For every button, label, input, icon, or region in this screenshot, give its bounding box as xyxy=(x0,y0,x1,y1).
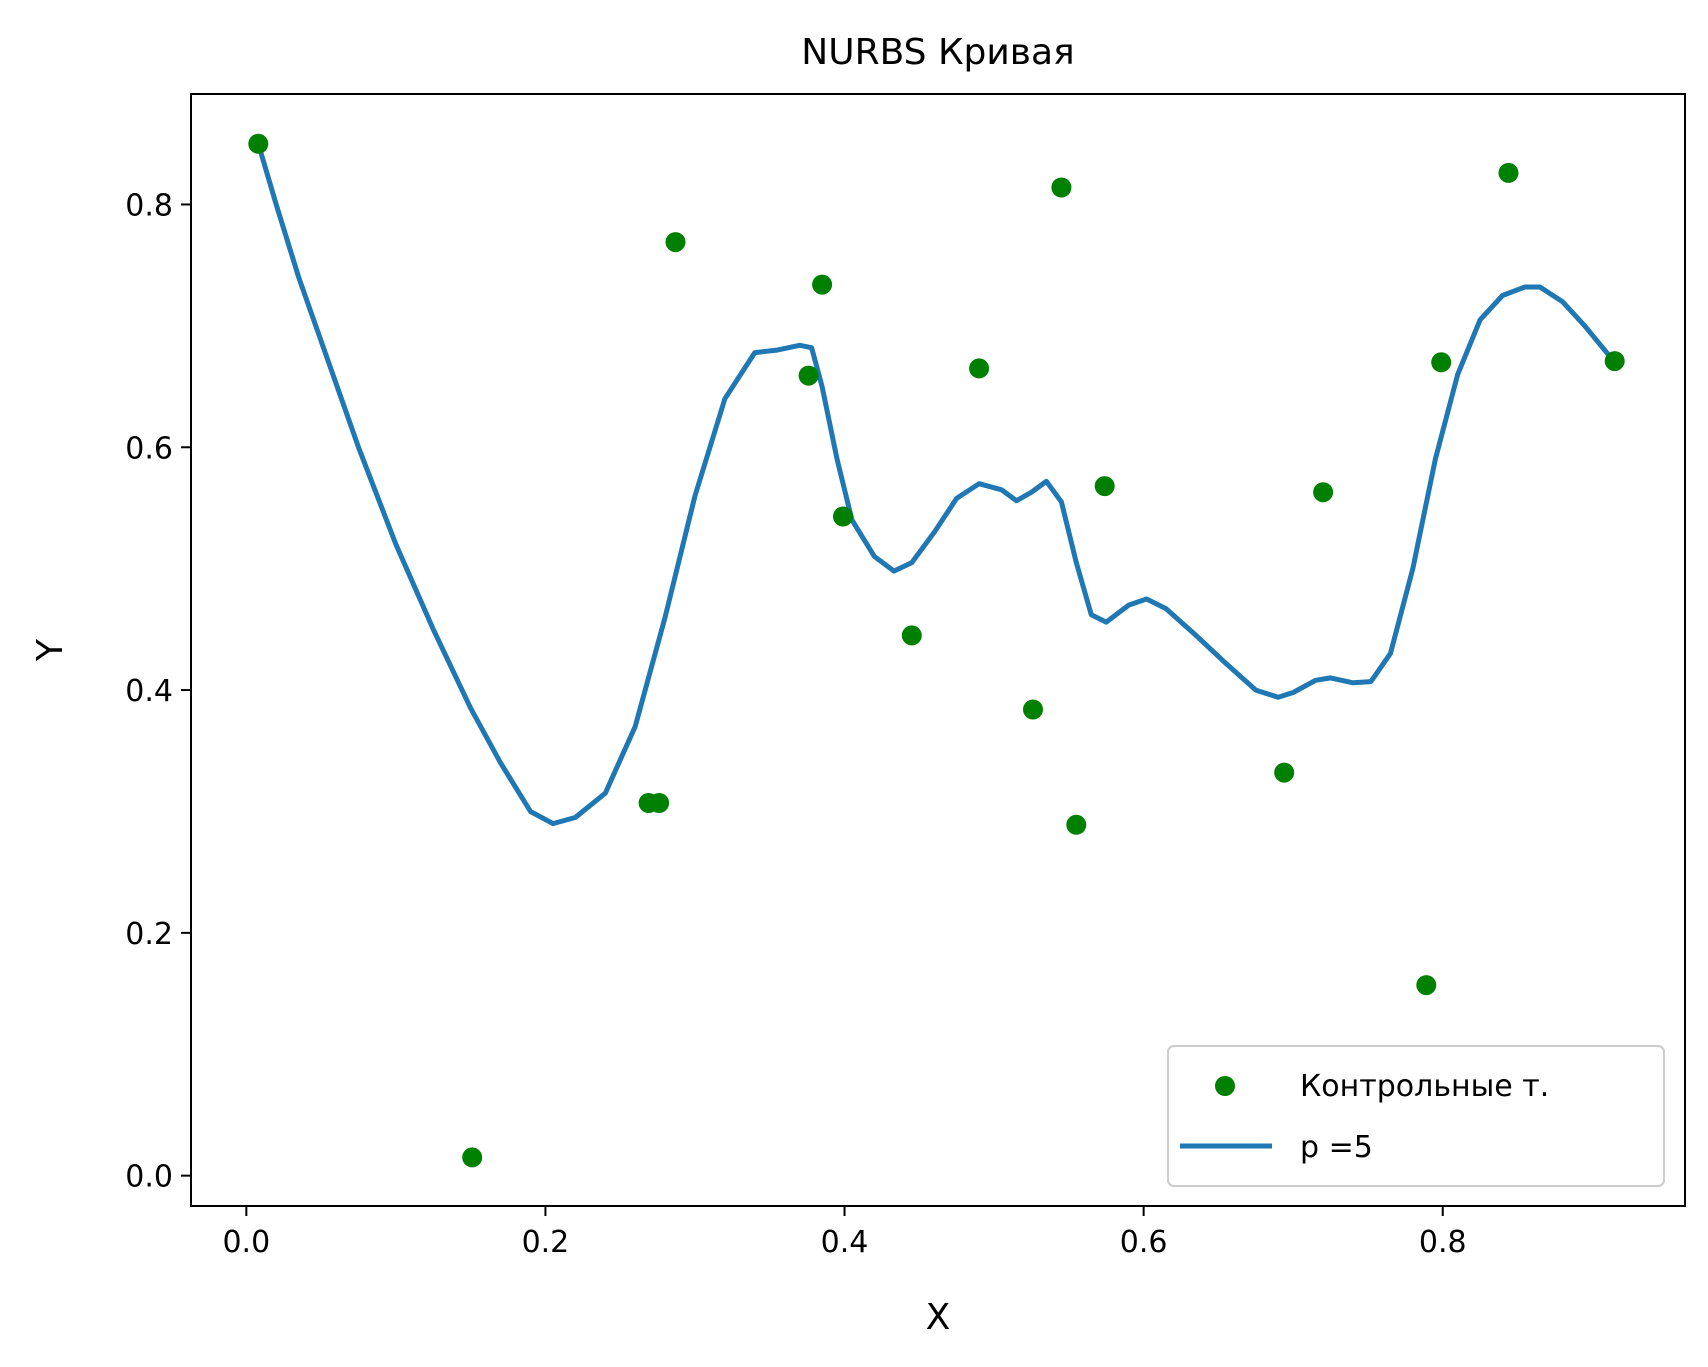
control-point xyxy=(649,793,670,813)
chart-title: NURBS Кривая xyxy=(801,32,1074,73)
control-point xyxy=(665,232,686,253)
control-point xyxy=(1313,482,1334,503)
y-tick-label: 0.6 xyxy=(125,431,173,466)
control-point xyxy=(1274,762,1295,783)
control-point xyxy=(462,1147,483,1168)
y-tick-label: 0.4 xyxy=(125,674,173,709)
control-point xyxy=(1431,352,1452,373)
nurbs-curve xyxy=(255,141,1618,827)
control-point xyxy=(901,625,922,646)
x-tick-label: 0.2 xyxy=(522,1225,570,1260)
y-tick-label: 0.0 xyxy=(125,1160,173,1195)
legend: Контрольные т. p =5 xyxy=(1167,1045,1665,1187)
x-axis-ticks: 0.0 0.2 0.4 0.6 0.8 xyxy=(222,1206,1467,1260)
control-point xyxy=(248,133,269,154)
legend-box xyxy=(1167,1045,1665,1187)
control-point xyxy=(1051,177,1072,198)
y-axis-title: Y xyxy=(30,638,71,662)
plot-area xyxy=(191,94,1685,1206)
x-tick-label: 0.0 xyxy=(222,1225,270,1260)
control-point xyxy=(1604,351,1625,372)
control-point xyxy=(833,506,853,527)
y-tick-label: 0.2 xyxy=(125,917,173,952)
control-point xyxy=(969,358,990,379)
control-point xyxy=(1094,476,1115,497)
control-point xyxy=(1023,699,1043,720)
control-point xyxy=(1498,162,1519,183)
x-tick-label: 0.8 xyxy=(1419,1225,1467,1260)
control-point xyxy=(1416,975,1437,996)
x-tick-label: 0.4 xyxy=(821,1225,869,1260)
legend-label-curve: p =5 xyxy=(1300,1130,1373,1165)
control-point xyxy=(1066,814,1087,835)
legend-label-control-points: Контрольные т. xyxy=(1300,1069,1549,1104)
x-axis-title: X xyxy=(926,1297,951,1338)
x-tick-label: 0.6 xyxy=(1120,1225,1168,1260)
y-tick-label: 0.8 xyxy=(125,188,173,223)
control-point xyxy=(812,274,833,295)
y-axis-ticks: 0.0 0.2 0.4 0.6 0.8 xyxy=(125,188,191,1195)
series-layer xyxy=(248,133,1625,1168)
plot-frame xyxy=(190,93,1686,1207)
control-point xyxy=(798,365,819,386)
legend-marker-control-points xyxy=(1215,1076,1235,1096)
